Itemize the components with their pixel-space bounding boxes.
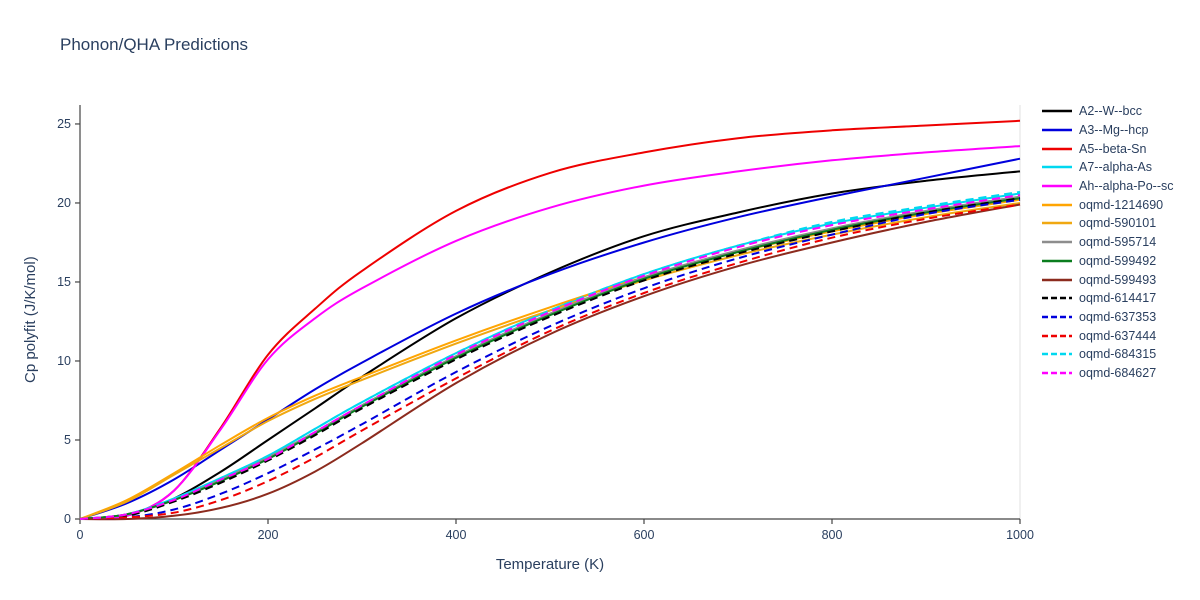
y-tick-label: 15 bbox=[57, 275, 71, 289]
legend-label: oqmd-599493 bbox=[1079, 272, 1157, 287]
legend-item-oqmd-599493[interactable]: oqmd-599493 bbox=[1042, 270, 1173, 289]
x-tick-label: 400 bbox=[446, 528, 467, 542]
y-tick-label: 20 bbox=[57, 196, 71, 210]
x-axis-title: Temperature (K) bbox=[495, 556, 605, 573]
legend-label: oqmd-614417 bbox=[1079, 291, 1157, 306]
legend-line-sample bbox=[1042, 371, 1072, 375]
x-tick-label: 1000 bbox=[1006, 528, 1034, 542]
y-tick-label: 0 bbox=[64, 512, 71, 526]
series-line-oqmd-599493 bbox=[79, 203, 1021, 521]
series-line-oqmd-637353 bbox=[79, 198, 1021, 520]
legend-item-A7--alpha-As[interactable]: A7--alpha-As bbox=[1042, 158, 1173, 177]
y-tick-label: 5 bbox=[64, 433, 71, 447]
x-tick-label: 600 bbox=[634, 528, 655, 542]
legend-item-oqmd-595714[interactable]: oqmd-595714 bbox=[1042, 233, 1173, 252]
legend-label: oqmd-1214690 bbox=[1079, 197, 1164, 212]
legend-line-sample bbox=[1042, 259, 1072, 263]
legend-item-A5--beta-Sn[interactable]: A5--beta-Sn bbox=[1042, 139, 1173, 158]
legend-label: oqmd-595714 bbox=[1079, 235, 1157, 250]
legend-label: oqmd-684315 bbox=[1079, 347, 1157, 362]
legend-item-A3--Mg--hcp[interactable]: A3--Mg--hcp bbox=[1042, 121, 1173, 140]
legend-line-sample bbox=[1042, 110, 1072, 113]
legend-item-oqmd-637353[interactable]: oqmd-637353 bbox=[1042, 308, 1173, 327]
series-line-oqmd-684315 bbox=[79, 190, 1021, 520]
y-axis-title: Cp polyfit (J/K/mol) bbox=[22, 256, 39, 383]
y-tick-label: 25 bbox=[57, 117, 71, 131]
series-line-oqmd-614417 bbox=[79, 197, 1021, 520]
series-line-oqmd-684627 bbox=[79, 194, 1021, 520]
legend-line-sample bbox=[1042, 334, 1072, 337]
legend-line-sample bbox=[1042, 128, 1072, 132]
legend-label: oqmd-684627 bbox=[1079, 365, 1157, 380]
legend-item-oqmd-599492[interactable]: oqmd-599492 bbox=[1042, 252, 1173, 271]
legend-line-sample bbox=[1042, 296, 1072, 300]
plot-area[interactable] bbox=[80, 105, 1020, 519]
x-tick-label: 0 bbox=[77, 528, 84, 542]
legend-line-sample bbox=[1042, 203, 1072, 207]
legend-label: oqmd-637353 bbox=[1079, 309, 1157, 324]
legend-line-sample bbox=[1042, 240, 1072, 244]
legend-item-oqmd-1214690[interactable]: oqmd-1214690 bbox=[1042, 195, 1173, 214]
y-tick-label: 10 bbox=[57, 354, 71, 368]
legend-line-sample bbox=[1042, 315, 1072, 319]
legend-line-sample bbox=[1042, 222, 1072, 225]
legend-line-sample bbox=[1042, 278, 1072, 281]
legend-item-Ah--alpha-Po--sc[interactable]: Ah--alpha-Po--sc bbox=[1042, 177, 1173, 196]
legend-label: oqmd-637444 bbox=[1079, 328, 1157, 343]
legend-label: Ah--alpha-Po--sc bbox=[1079, 179, 1174, 194]
legend-label: A7--alpha-As bbox=[1079, 160, 1152, 175]
series-line-Ah--alpha-Po--sc bbox=[79, 145, 1021, 521]
legend-label: A2--W--bcc bbox=[1079, 104, 1142, 119]
series-line-A2--W--bcc bbox=[79, 170, 1021, 520]
legend-label: A5--beta-Sn bbox=[1079, 141, 1147, 156]
legend-line-sample bbox=[1042, 353, 1072, 356]
legend-item-oqmd-684315[interactable]: oqmd-684315 bbox=[1042, 345, 1173, 364]
legend: A2--W--bcc A3--Mg--hcp A5--beta-Sn A7--alph… bbox=[1042, 102, 1173, 382]
legend-item-oqmd-614417[interactable]: oqmd-614417 bbox=[1042, 289, 1173, 308]
legend-item-oqmd-590101[interactable]: oqmd-590101 bbox=[1042, 214, 1173, 233]
legend-label: oqmd-599492 bbox=[1079, 253, 1157, 268]
legend-item-oqmd-684627[interactable]: oqmd-684627 bbox=[1042, 364, 1173, 383]
legend-line-sample bbox=[1042, 166, 1072, 169]
x-tick-label: 200 bbox=[258, 528, 279, 542]
legend-label: oqmd-590101 bbox=[1079, 216, 1157, 231]
chart-title: Phonon/QHA Predictions bbox=[60, 35, 249, 54]
x-tick-label: 800 bbox=[822, 528, 843, 542]
legend-item-A2--W--bcc[interactable]: A2--W--bcc bbox=[1042, 102, 1173, 121]
legend-label: A3--Mg--hcp bbox=[1079, 123, 1149, 138]
series-line-oqmd-637444 bbox=[79, 203, 1021, 520]
legend-line-sample bbox=[1042, 147, 1072, 150]
legend-line-sample bbox=[1042, 184, 1072, 188]
legend-item-oqmd-637444[interactable]: oqmd-637444 bbox=[1042, 326, 1173, 345]
